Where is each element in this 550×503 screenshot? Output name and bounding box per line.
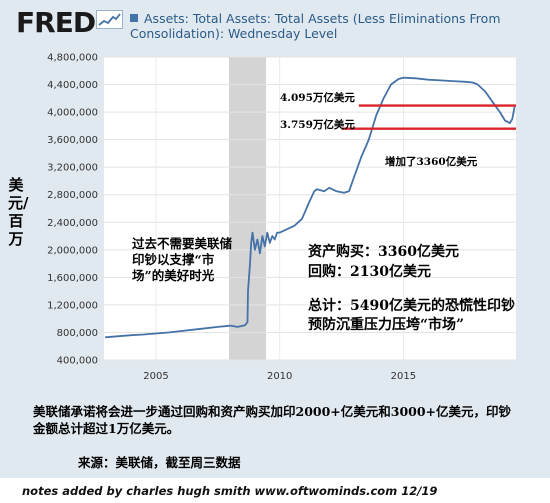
x-tick-label: 2005 [143,371,168,382]
y-tick-label: 2,400,000 [47,218,98,229]
fred-logo: FRED [16,6,96,39]
x-tick-labels: 2005 2010 2015 [143,371,416,382]
y-tick-label: 1,200,000 [47,300,98,311]
annotation-asset-purchase: 资产购买：3360亿美元 [308,244,459,260]
annotation-total: 总计：5490亿美元的恐慌性印钞预防沉重压力压垮“市场” [308,298,515,333]
y-tick-label: 3,200,000 [47,163,98,174]
grid-lines [104,56,516,361]
legend-swatch-icon [130,14,138,22]
y-tick-label: 3,600,000 [47,135,98,146]
annotation-level-4095: 4.095万亿美元 [280,92,355,104]
chart-title-text: Assets: Total Assets: Total Assets (Less… [130,11,501,41]
fred-logo-spark-icon [96,10,123,29]
y-axis-label: 美元/百万 [8,176,29,248]
chart-title: Assets: Total Assets: Total Assets (Less… [130,11,530,41]
y-tick-label: 2,800,000 [47,190,98,201]
plot-area [104,57,516,360]
annotation-past: 过去不需要美联储印钞以支撑“市场”的美好时光 [132,236,233,283]
x-tick-label: 2010 [267,371,292,382]
y-tick-label: 4,000,000 [47,108,98,119]
y-tick-labels: 400,000 800,000 1,200,000 1,600,000 2,000,00… [47,53,98,367]
series-line [105,76,516,339]
x-tick-label: 2015 [391,371,416,382]
y-tick-label: 800,000 [57,328,98,339]
annotation-level-3759: 3.759万亿美元 [280,119,355,131]
source-text: 来源：美联储，截至周三数据 [78,455,241,470]
annotation-increase: 增加了3360亿美元 [385,156,478,168]
reference-lines [341,104,516,130]
source-box [0,443,550,478]
y-tick-label: 1,600,000 [47,273,98,284]
y-tick-label: 4,800,000 [47,53,98,64]
y-tick-label: 400,000 [57,356,98,367]
series-group [105,76,516,339]
y-tick-label: 4,400,000 [47,80,98,91]
chart-plot: 400,000 800,000 1,200,000 1,600,000 2,000,00… [47,53,516,382]
notes-credit: notes added by charles hugh smith www.of… [22,484,438,498]
y-tick-label: 2,000,000 [47,245,98,256]
annotation-bottom: 美联储承诺将会进一步通过回购和资产购买加印2000+亿美元和3000+亿美元，印… [33,404,512,436]
annotation-repo: 回购：2130亿美元 [308,264,431,280]
